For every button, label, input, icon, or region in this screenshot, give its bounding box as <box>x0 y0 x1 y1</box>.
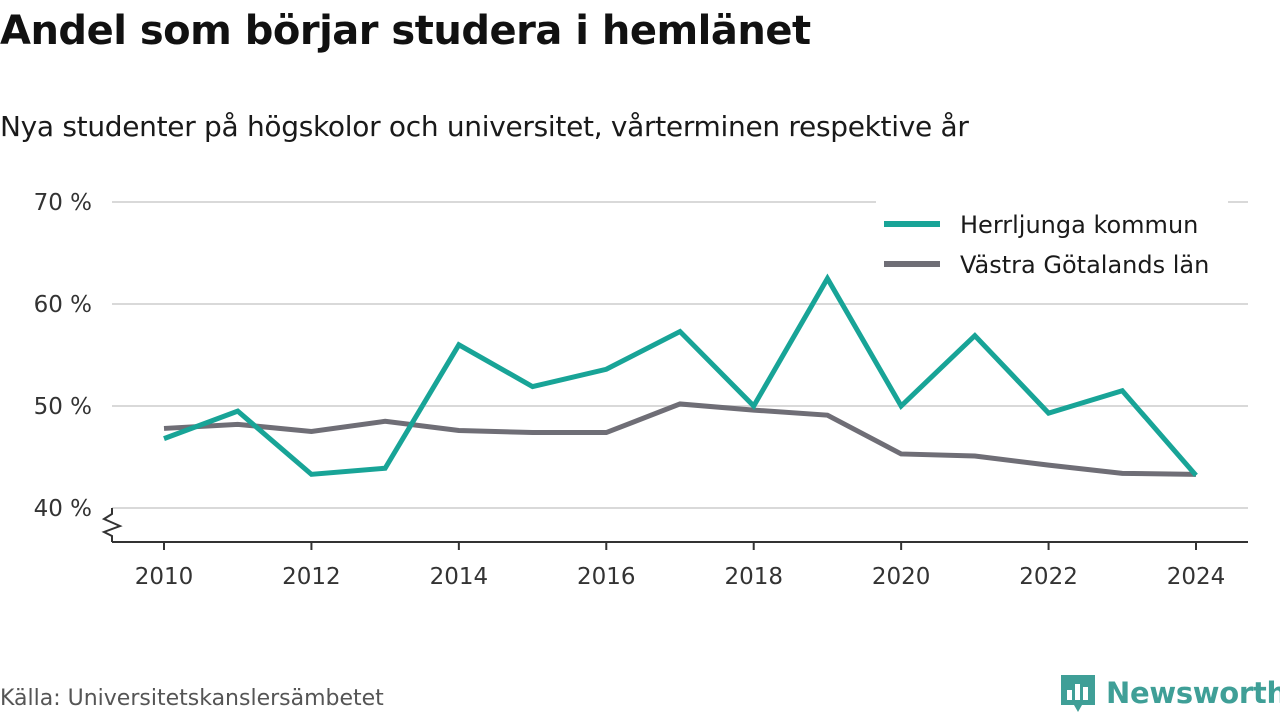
x-tick-label: 2012 <box>282 564 341 590</box>
source-note: Källa: Universitetskanslersämbetet <box>0 686 384 711</box>
series-line-herrljunga <box>163 273 1198 478</box>
chart-subtitle: Nya studenter på högskolor och universit… <box>0 110 969 143</box>
chart-title: Andel som börjar studera i hemlänet <box>0 8 811 54</box>
axes: 40 % 50 % 60 % 70 % 2010 2012 2014 2016 2018 2020… <box>34 190 1248 590</box>
series-line-vastra-gotaland <box>163 401 1197 477</box>
x-tick-label: 2020 <box>872 564 931 590</box>
x-tick-label: 2016 <box>577 564 636 590</box>
newsworthy-logo: Newsworthy <box>1058 672 1280 714</box>
y-tick-label: 40 % <box>34 496 92 522</box>
x-tick-label: 2010 <box>135 564 194 590</box>
x-tick-label: 2014 <box>430 564 489 590</box>
axis-break-icon <box>101 508 123 542</box>
x-tick-label: 2022 <box>1019 564 1078 590</box>
x-tick-label: 2018 <box>724 564 783 590</box>
x-tick-label: 2024 <box>1167 564 1226 590</box>
legend-label: Västra Götalands län <box>960 251 1209 279</box>
legend-background <box>876 196 1228 288</box>
y-tick-label: 50 % <box>34 394 92 420</box>
y-tick-label: 60 % <box>34 292 92 318</box>
series-lines <box>163 273 1198 478</box>
newsworthy-logo-icon <box>1061 675 1095 712</box>
legend: Herrljunga kommun Västra Götalands län <box>876 196 1228 288</box>
y-tick-label: 70 % <box>34 190 92 216</box>
brand-name: Newsworthy <box>1106 676 1280 710</box>
legend-label: Herrljunga kommun <box>960 211 1198 239</box>
